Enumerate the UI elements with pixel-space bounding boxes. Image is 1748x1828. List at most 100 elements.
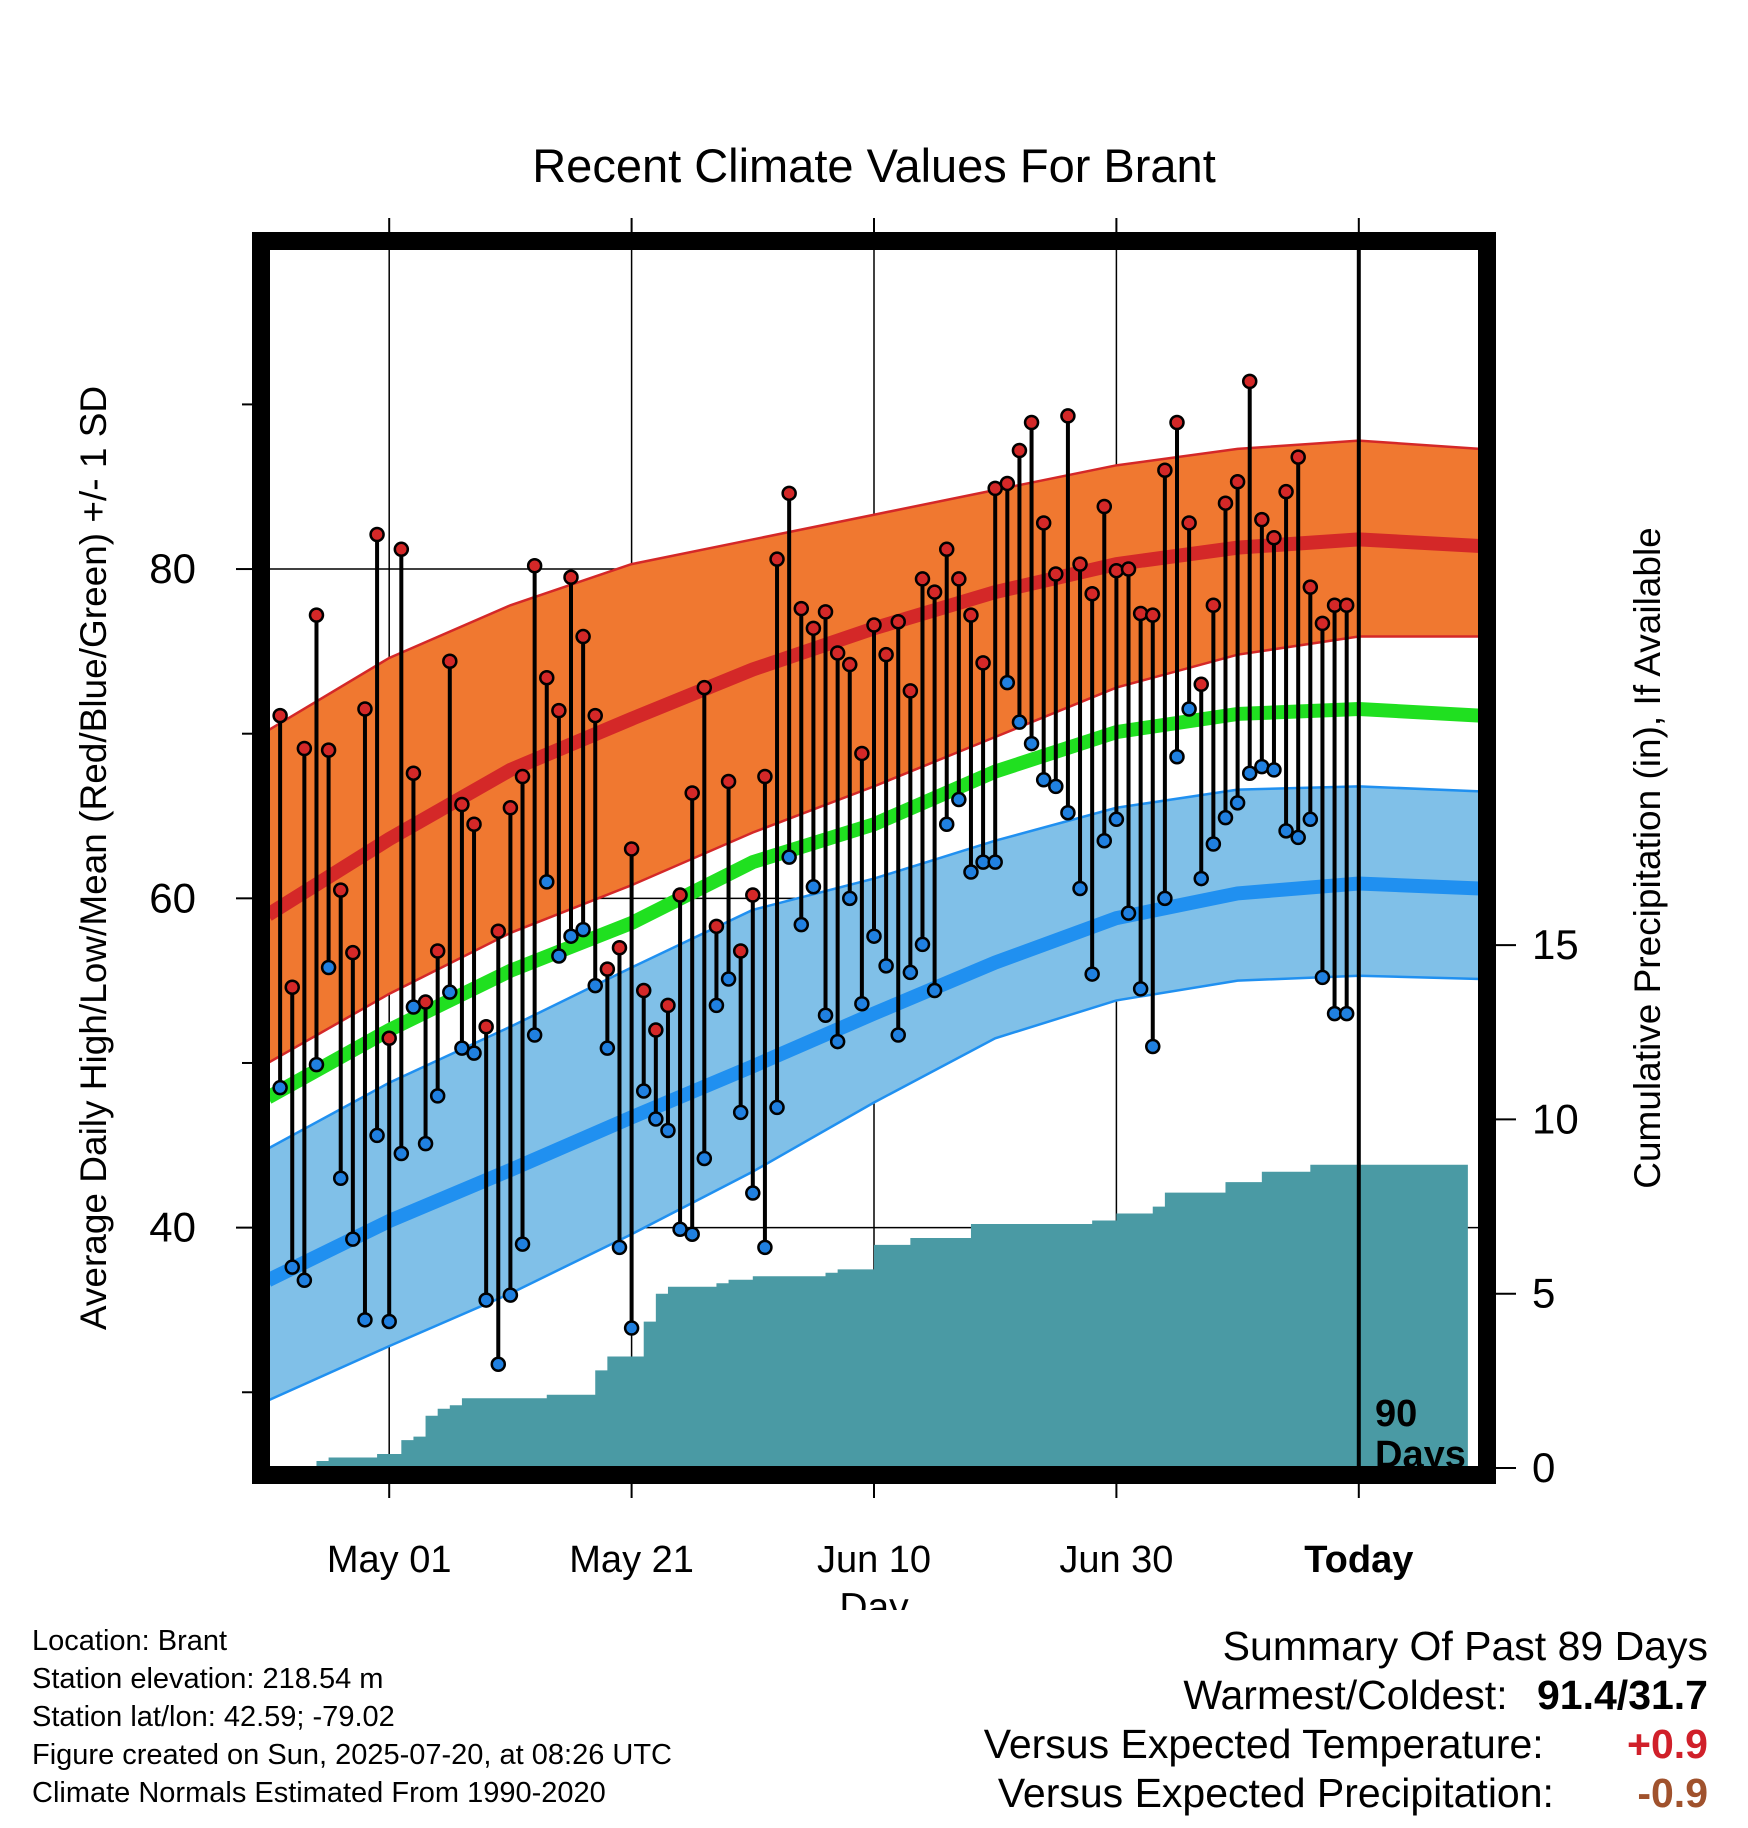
- axes: May 01 May 21 Jun 10 Jun 30 Today 40 60 80 0 5 10 1…: [149, 218, 1579, 1581]
- daily-high-point: [793, 600, 810, 617]
- temp-anomaly-row: Versus Expected Temperature: +0.9: [984, 1720, 1708, 1769]
- daily-high-point: [805, 620, 822, 637]
- daily-high-point: [926, 584, 943, 600]
- daily-low-point: [1193, 870, 1209, 887]
- daily-high-point: [526, 558, 543, 574]
- daily-high-point: [1011, 442, 1028, 459]
- daily-high-point: [696, 679, 713, 696]
- daily-low-point: [926, 982, 943, 999]
- daily-low-point: [1290, 829, 1306, 846]
- daily-low-point: [842, 890, 858, 907]
- daily-low-point: [829, 1033, 846, 1050]
- daily-low-point: [781, 849, 797, 865]
- daily-high-point: [442, 653, 458, 670]
- daily-low-point: [369, 1127, 385, 1144]
- station-location: Location: Brant: [32, 1625, 228, 1657]
- daily-low-point: [1157, 890, 1173, 907]
- y-right-tick-label: 0: [1532, 1444, 1555, 1491]
- daily-high-point: [611, 939, 628, 956]
- station-latlon: Station lat/lon: 42.59; -79.02: [32, 1701, 395, 1733]
- daily-low-point: [1302, 811, 1319, 828]
- daily-high-point: [429, 943, 446, 959]
- daily-high-point: [539, 669, 555, 686]
- daily-high-point: [466, 816, 482, 832]
- daily-low-point: [1169, 748, 1185, 765]
- daily-high-point: [1023, 414, 1040, 431]
- daily-low-point: [345, 1231, 361, 1247]
- daily-low-point: [1132, 981, 1149, 997]
- x-tick-label: May 21: [569, 1539, 694, 1581]
- daily-low-point: [914, 936, 931, 953]
- daily-high-point: [1157, 462, 1173, 479]
- daily-low-point: [611, 1239, 628, 1256]
- daily-low-point: [902, 964, 919, 981]
- daily-low-point: [1023, 735, 1040, 752]
- daily-high-point: [1120, 561, 1137, 577]
- daily-low-point: [526, 1027, 543, 1043]
- precip-anomaly-label: Versus Expected Precipitation:: [997, 1770, 1554, 1816]
- plot-frame: [252, 232, 1496, 1484]
- daily-low-point: [1266, 762, 1282, 778]
- daily-high-point: [1060, 408, 1076, 424]
- daily-low-point: [442, 984, 458, 1000]
- daily-low-point: [938, 816, 955, 832]
- daily-high-point: [902, 683, 919, 699]
- daily-high-point: [1084, 585, 1100, 602]
- daily-low-point: [1011, 714, 1028, 730]
- daily-low-point: [599, 1040, 616, 1056]
- daily-low-point: [890, 1027, 906, 1043]
- x-axis-label: Day: [839, 1586, 909, 1610]
- daily-low-point: [539, 874, 555, 890]
- daily-high-point: [1035, 515, 1052, 531]
- y-right-tick-label: 10: [1532, 1095, 1579, 1142]
- daily-high-point: [1217, 495, 1234, 511]
- daily-high-point: [635, 982, 652, 999]
- daily-high-point: [357, 701, 373, 717]
- daily-low-point: [720, 971, 737, 987]
- daily-low-point: [951, 791, 967, 808]
- daily-high-point: [1314, 615, 1331, 632]
- daily-low-point: [332, 1170, 349, 1186]
- daily-high-point: [1193, 676, 1209, 693]
- daily-low-point: [623, 1320, 640, 1336]
- daily-low-point: [357, 1312, 373, 1328]
- daily-low-point: [1145, 1038, 1161, 1055]
- daily-high-point: [417, 994, 434, 1010]
- daily-low-point: [490, 1356, 507, 1373]
- daily-high-point: [623, 841, 640, 857]
- daily-low-point: [963, 864, 979, 880]
- daily-high-point: [817, 604, 834, 620]
- daily-low-point: [878, 958, 894, 974]
- daily-low-point: [1072, 880, 1088, 897]
- daily-high-point: [490, 923, 507, 940]
- daily-high-point: [951, 571, 967, 587]
- daily-low-point: [417, 1135, 434, 1152]
- daily-low-point: [648, 1111, 664, 1127]
- daily-high-point: [575, 628, 591, 645]
- figure-created: Figure created on Sun, 2025-07-20, at 08…: [32, 1739, 672, 1771]
- daily-low-point: [1278, 823, 1294, 839]
- daily-low-point: [817, 1007, 834, 1023]
- daily-high-point: [769, 551, 785, 567]
- daily-low-point: [684, 1226, 700, 1242]
- daily-high-point: [1278, 483, 1294, 500]
- daily-high-point: [369, 526, 385, 543]
- daily-high-point: [272, 707, 288, 724]
- x-tick-label: Jun 30: [1059, 1539, 1173, 1581]
- daily-low-point: [1108, 811, 1125, 828]
- normals-period: Climate Normals Estimated From 1990-2020: [32, 1777, 606, 1809]
- daily-high-point: [284, 979, 300, 995]
- daily-low-point: [1181, 701, 1197, 717]
- daily-low-point: [1205, 836, 1222, 852]
- y-left-tick-label: 40: [149, 1204, 196, 1251]
- daily-high-point: [454, 796, 470, 813]
- warmest-coldest-value: 91.4/31.7: [1537, 1672, 1708, 1718]
- daily-low-point: [793, 916, 810, 933]
- daily-low-point: [1096, 832, 1113, 849]
- daily-high-point: [963, 607, 979, 623]
- daily-low-point: [732, 1104, 749, 1121]
- daily-high-point: [781, 485, 797, 502]
- daily-low-point: [757, 1239, 773, 1256]
- daily-low-point: [587, 977, 603, 994]
- daily-low-point: [1241, 765, 1258, 781]
